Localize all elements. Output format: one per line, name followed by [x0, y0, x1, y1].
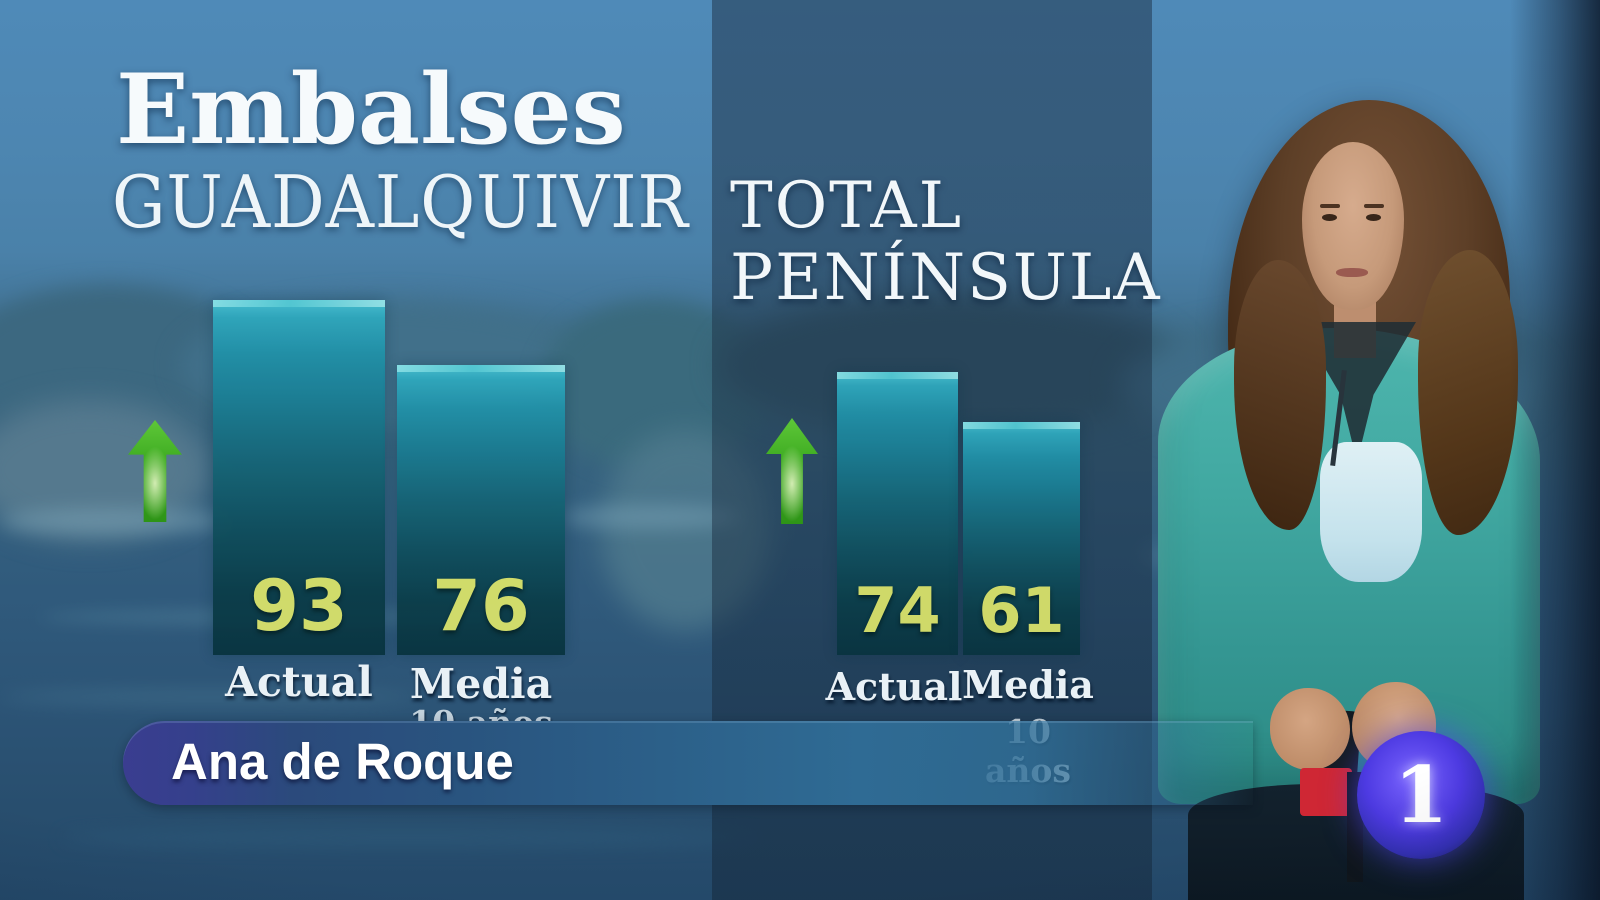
water-reflection: [0, 690, 420, 704]
presenter-eyebrow: [1320, 204, 1340, 208]
presenter-mouth: [1336, 268, 1368, 277]
bar-label-actual: Actual: [825, 664, 963, 709]
presenter-top: [1320, 442, 1422, 582]
presenter-eye: [1366, 214, 1381, 221]
water-reflection: [60, 830, 760, 846]
waterline-highlight: [560, 505, 740, 529]
chart-region-guadalquivir: GUADALQUIVIR: [112, 160, 689, 244]
page-title: Embalses: [116, 53, 626, 166]
bar-value: 76: [432, 565, 530, 647]
right-edge-shading: [1510, 0, 1600, 900]
bar-value: 93: [250, 565, 348, 647]
presenter-eyebrow: [1364, 204, 1384, 208]
presenter-face: [1302, 142, 1404, 310]
bar-value: 61: [978, 574, 1065, 647]
bar-value: 74: [854, 574, 941, 647]
channel-1-logo: 1: [1357, 731, 1485, 859]
presenter-hair-lock: [1234, 260, 1326, 530]
bar-peninsula-media: 61: [963, 422, 1080, 655]
lower-third-banner: Ana de Roque: [123, 721, 1253, 805]
presenter-hand: [1270, 688, 1350, 770]
bar-label-media: Media: [409, 660, 553, 708]
presenter-eye: [1322, 214, 1337, 221]
bar-guadalquivir-actual: 93: [213, 300, 385, 655]
presenter-name: Ana de Roque: [171, 733, 514, 790]
chart-region-total-peninsula: TOTAL PENÍNSULA: [730, 169, 1162, 316]
bar-peninsula-actual: 74: [837, 372, 958, 655]
news-presenter: [1130, 70, 1600, 900]
bar-label-actual: Actual: [225, 658, 373, 706]
bar-guadalquivir-media: 76: [397, 365, 565, 655]
waterline-highlight: [0, 508, 230, 534]
channel-number: 1: [1393, 749, 1449, 841]
bar-label-media: Media: [962, 662, 1094, 707]
tve-red-logo-block: [1300, 768, 1352, 816]
